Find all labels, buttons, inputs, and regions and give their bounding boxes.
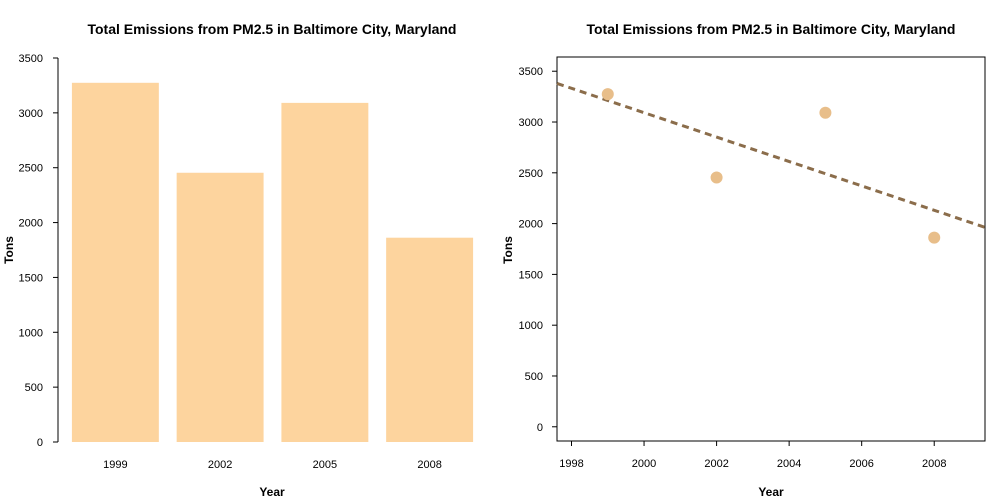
- scatter-y-tick-label: 3000: [519, 117, 543, 129]
- scatter-trend: [556, 81, 986, 229]
- bar-y-tick-label: 3000: [19, 108, 43, 120]
- scatter-x-axis: 1998 2000 2002 2004 2006 2008: [559, 441, 946, 470]
- scatter-point-2002: [710, 171, 723, 184]
- bar-2002: [176, 172, 264, 442]
- scatter-y-tick-label: 0: [537, 422, 543, 434]
- scatter-x-axis-label: Year: [758, 485, 784, 499]
- scatter-y-tick-label: 500: [525, 371, 543, 383]
- scatter-x-tick-label: 2004: [777, 458, 801, 470]
- bar-x-tick-label: 2005: [313, 459, 337, 471]
- scatter-point-1999: [601, 88, 614, 101]
- scatter-y-tick-label: 1500: [519, 269, 543, 281]
- bar-1999: [71, 82, 159, 443]
- bar-marks: [71, 82, 474, 443]
- bar-y-axis: 0 500 1000 1500 2000 2500 3000 3500: [19, 53, 59, 449]
- scatter-x-tick-label: 2002: [704, 458, 728, 470]
- bar-2008: [386, 237, 474, 442]
- scatter-y-tick-label: 2500: [519, 168, 543, 180]
- scatter-y-tick-label: 3500: [519, 66, 543, 78]
- bar-y-tick-label: 500: [25, 382, 43, 394]
- bar-x-tick-label: 2002: [208, 459, 232, 471]
- bar-y-tick-label: 2000: [19, 218, 43, 230]
- bar-y-tick-label: 1000: [19, 327, 43, 339]
- scatter-y-tick-label: 2000: [519, 219, 543, 231]
- bar-y-axis-label: Tons: [2, 236, 16, 264]
- scatter-x-tick-label: 1998: [559, 458, 583, 470]
- scatter-plot-box: [556, 56, 986, 442]
- bar-x-labels: 1999 2002 2005 2008: [103, 459, 442, 471]
- scatter-y-axis-label: Tons: [501, 236, 515, 264]
- bar-2005: [281, 102, 369, 443]
- bar-chart: Total Emissions from PM2.5 in Baltimore …: [2, 21, 474, 499]
- bar-chart-title: Total Emissions from PM2.5 in Baltimore …: [87, 21, 456, 37]
- scatter-points: [601, 88, 941, 244]
- scatter-x-tick-label: 2008: [922, 458, 946, 470]
- scatter-chart: Total Emissions from PM2.5 in Baltimore …: [501, 21, 986, 499]
- bar-x-tick-label: 2008: [417, 459, 441, 471]
- trend-line: [556, 81, 986, 229]
- scatter-y-axis: 0 500 1000 1500 2000 2500 3000 3500: [519, 66, 557, 434]
- bar-y-tick-label: 3500: [19, 53, 43, 65]
- bar-y-tick-label: 2500: [19, 163, 43, 175]
- scatter-x-tick-label: 2006: [849, 458, 873, 470]
- scatter-x-tick-label: 2000: [632, 458, 656, 470]
- scatter-point-2005: [819, 106, 832, 119]
- bar-y-tick-label: 1500: [19, 272, 43, 284]
- scatter-y-tick-label: 1000: [519, 320, 543, 332]
- bar-y-tick-label: 0: [37, 437, 43, 449]
- scatter-point-2008: [928, 231, 941, 244]
- bar-x-axis-label: Year: [259, 485, 285, 499]
- bar-x-tick-label: 1999: [103, 459, 127, 471]
- scatter-chart-title: Total Emissions from PM2.5 in Baltimore …: [586, 21, 955, 37]
